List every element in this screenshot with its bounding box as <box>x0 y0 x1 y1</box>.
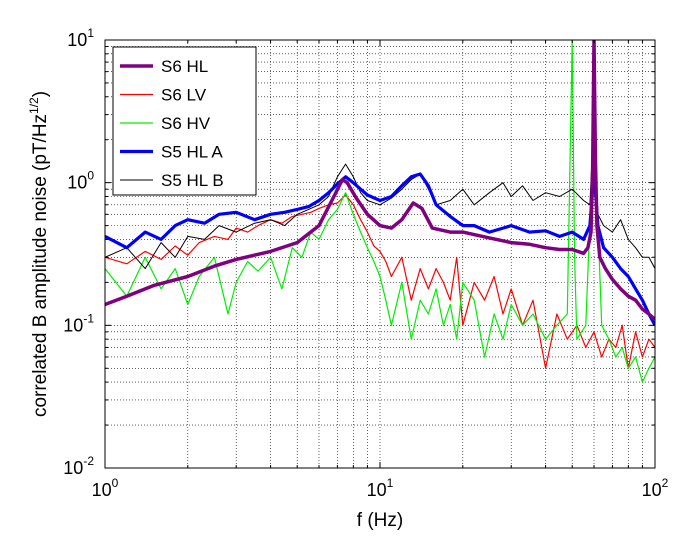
y-tick-labels: 10-2 10-1 100 101 <box>63 26 94 478</box>
legend-label: S6 LV <box>161 86 207 105</box>
y-tick-label: 10-1 <box>63 311 94 335</box>
y-tick-label: 101 <box>67 26 94 50</box>
x-tick-label: 101 <box>367 476 394 500</box>
legend-label: S6 HL <box>161 57 208 76</box>
series-line-s6-hl <box>105 40 655 321</box>
x-axis-label: f (Hz) <box>357 510 403 531</box>
legend: S6 HL S6 LV S6 HV S5 HL A S5 HL B <box>112 46 257 196</box>
series-line-s6-lv <box>105 194 655 369</box>
legend-label: S5 HL A <box>161 143 223 162</box>
x-tick-label: 100 <box>92 476 119 500</box>
x-tick-label: 102 <box>642 476 669 500</box>
y-tick-label: 10-2 <box>63 454 94 478</box>
series-layer <box>105 40 655 383</box>
y-axis-label: correlated B amplitude noise (pT/Hz1/2) <box>27 91 51 417</box>
x-tick-labels: 100 101 102 <box>92 476 669 500</box>
y-axis-label-superscript: 1/2 <box>27 97 41 114</box>
legend-label: S6 HV <box>161 114 211 133</box>
legend-box <box>112 46 257 196</box>
series-line-s6-hv <box>105 40 655 383</box>
legend-label: S5 HL B <box>161 171 224 190</box>
y-axis-label-main: correlated B amplitude noise (pT/Hz <box>30 114 51 417</box>
y-axis-label-close: ) <box>30 91 51 97</box>
axis-ticks <box>104 40 655 469</box>
y-tick-label: 100 <box>67 169 94 193</box>
